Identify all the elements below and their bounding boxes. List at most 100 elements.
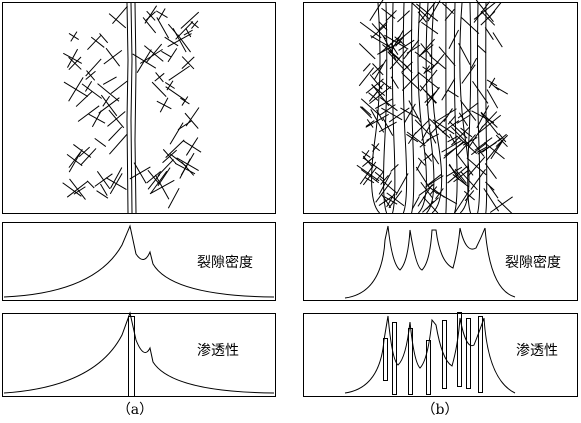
fracture: [181, 56, 195, 70]
main-fracture: [431, 2, 443, 214]
fracture: [429, 55, 446, 70]
fracture: [461, 64, 476, 84]
fracture: [388, 107, 410, 123]
fracture: [151, 81, 167, 97]
fracture: [155, 10, 168, 18]
fracture: [142, 17, 157, 34]
fracture: [358, 43, 376, 60]
fracture: [476, 146, 488, 153]
fracture: [102, 76, 117, 85]
fracture: [375, 98, 393, 109]
fracture: [177, 34, 191, 53]
fracture: [67, 48, 79, 68]
fracture: [417, 11, 427, 23]
fracture: [411, 196, 420, 210]
fracture: [366, 119, 374, 128]
fracture: [410, 1, 430, 20]
fractures-a: [62, 2, 202, 214]
fracture: [424, 151, 433, 162]
fracture: [94, 138, 107, 147]
fracture: [105, 177, 127, 191]
fracture: [441, 78, 456, 101]
fracture: [418, 183, 435, 196]
main-fracture: [485, 2, 488, 214]
fracture: [481, 137, 502, 153]
fracture: [421, 21, 439, 35]
permeability-bar: [457, 312, 462, 387]
fracture: [466, 157, 487, 176]
fracture: [68, 77, 84, 102]
density-label-a: 裂隙密度: [197, 254, 253, 271]
permeability-bar: [466, 318, 471, 389]
fracture: [492, 32, 503, 48]
fracture: [456, 135, 478, 154]
fracture: [395, 35, 405, 47]
fracture: [372, 63, 384, 76]
fracture: [423, 65, 431, 75]
permeability-bar-a: [128, 316, 135, 397]
fracture: [370, 109, 385, 133]
fracture: [108, 13, 127, 29]
fracture: [381, 7, 396, 19]
fracture: [431, 153, 440, 165]
fracture: [470, 57, 478, 69]
fracture: [414, 119, 430, 135]
fracture: [191, 20, 199, 29]
fracture: [480, 11, 496, 26]
fracture: [432, 119, 455, 135]
fracture: [167, 187, 180, 209]
fracture: [419, 44, 434, 57]
fracture: [453, 170, 469, 183]
fracture: [417, 71, 440, 90]
fracture: [379, 97, 398, 112]
fracture: [167, 48, 178, 63]
fracture: [382, 117, 394, 136]
fracture: [169, 122, 184, 145]
fracture: [489, 196, 513, 213]
fracture: [73, 144, 92, 158]
fracture: [380, 174, 389, 185]
fracture: [463, 190, 475, 201]
fracture: [473, 1, 497, 20]
fracture: [406, 133, 419, 143]
fracture: [497, 199, 513, 215]
fracture: [434, 108, 457, 123]
fracture: [183, 29, 193, 36]
fracture: [75, 91, 93, 107]
fracture: [68, 56, 82, 70]
main-fracture: [476, 2, 481, 214]
fracture: [378, 21, 388, 31]
fracture: [370, 23, 387, 39]
fracture: [415, 166, 431, 189]
fracture: [468, 125, 484, 148]
fracture: [416, 3, 439, 22]
fracture: [484, 27, 494, 40]
fracture: [185, 137, 199, 156]
fracture: [157, 159, 174, 177]
fracture: [369, 0, 384, 22]
fracture: [156, 100, 172, 110]
fracture: [368, 92, 379, 101]
fracture: [180, 11, 200, 29]
fracture: [165, 139, 185, 159]
fracture: [167, 33, 192, 48]
fracture: [484, 163, 497, 179]
fracture: [462, 136, 478, 146]
fracture: [378, 195, 394, 206]
permeability-label-a: 渗透性: [197, 343, 239, 359]
fracture: [401, 72, 421, 91]
fracture: [107, 111, 126, 127]
density-curve-b: [344, 225, 516, 299]
fracture: [144, 45, 164, 62]
fracture-box-b: [303, 2, 578, 214]
fracture: [90, 36, 105, 48]
fracture: [490, 82, 500, 91]
caption-a: （a）: [117, 402, 153, 418]
fracture: [81, 83, 102, 99]
permeability-bar: [442, 320, 447, 389]
fracture: [397, 10, 410, 23]
fracture: [184, 112, 199, 129]
fracture: [428, 174, 442, 185]
permeability-bar: [426, 340, 431, 395]
fracture: [445, 166, 463, 178]
